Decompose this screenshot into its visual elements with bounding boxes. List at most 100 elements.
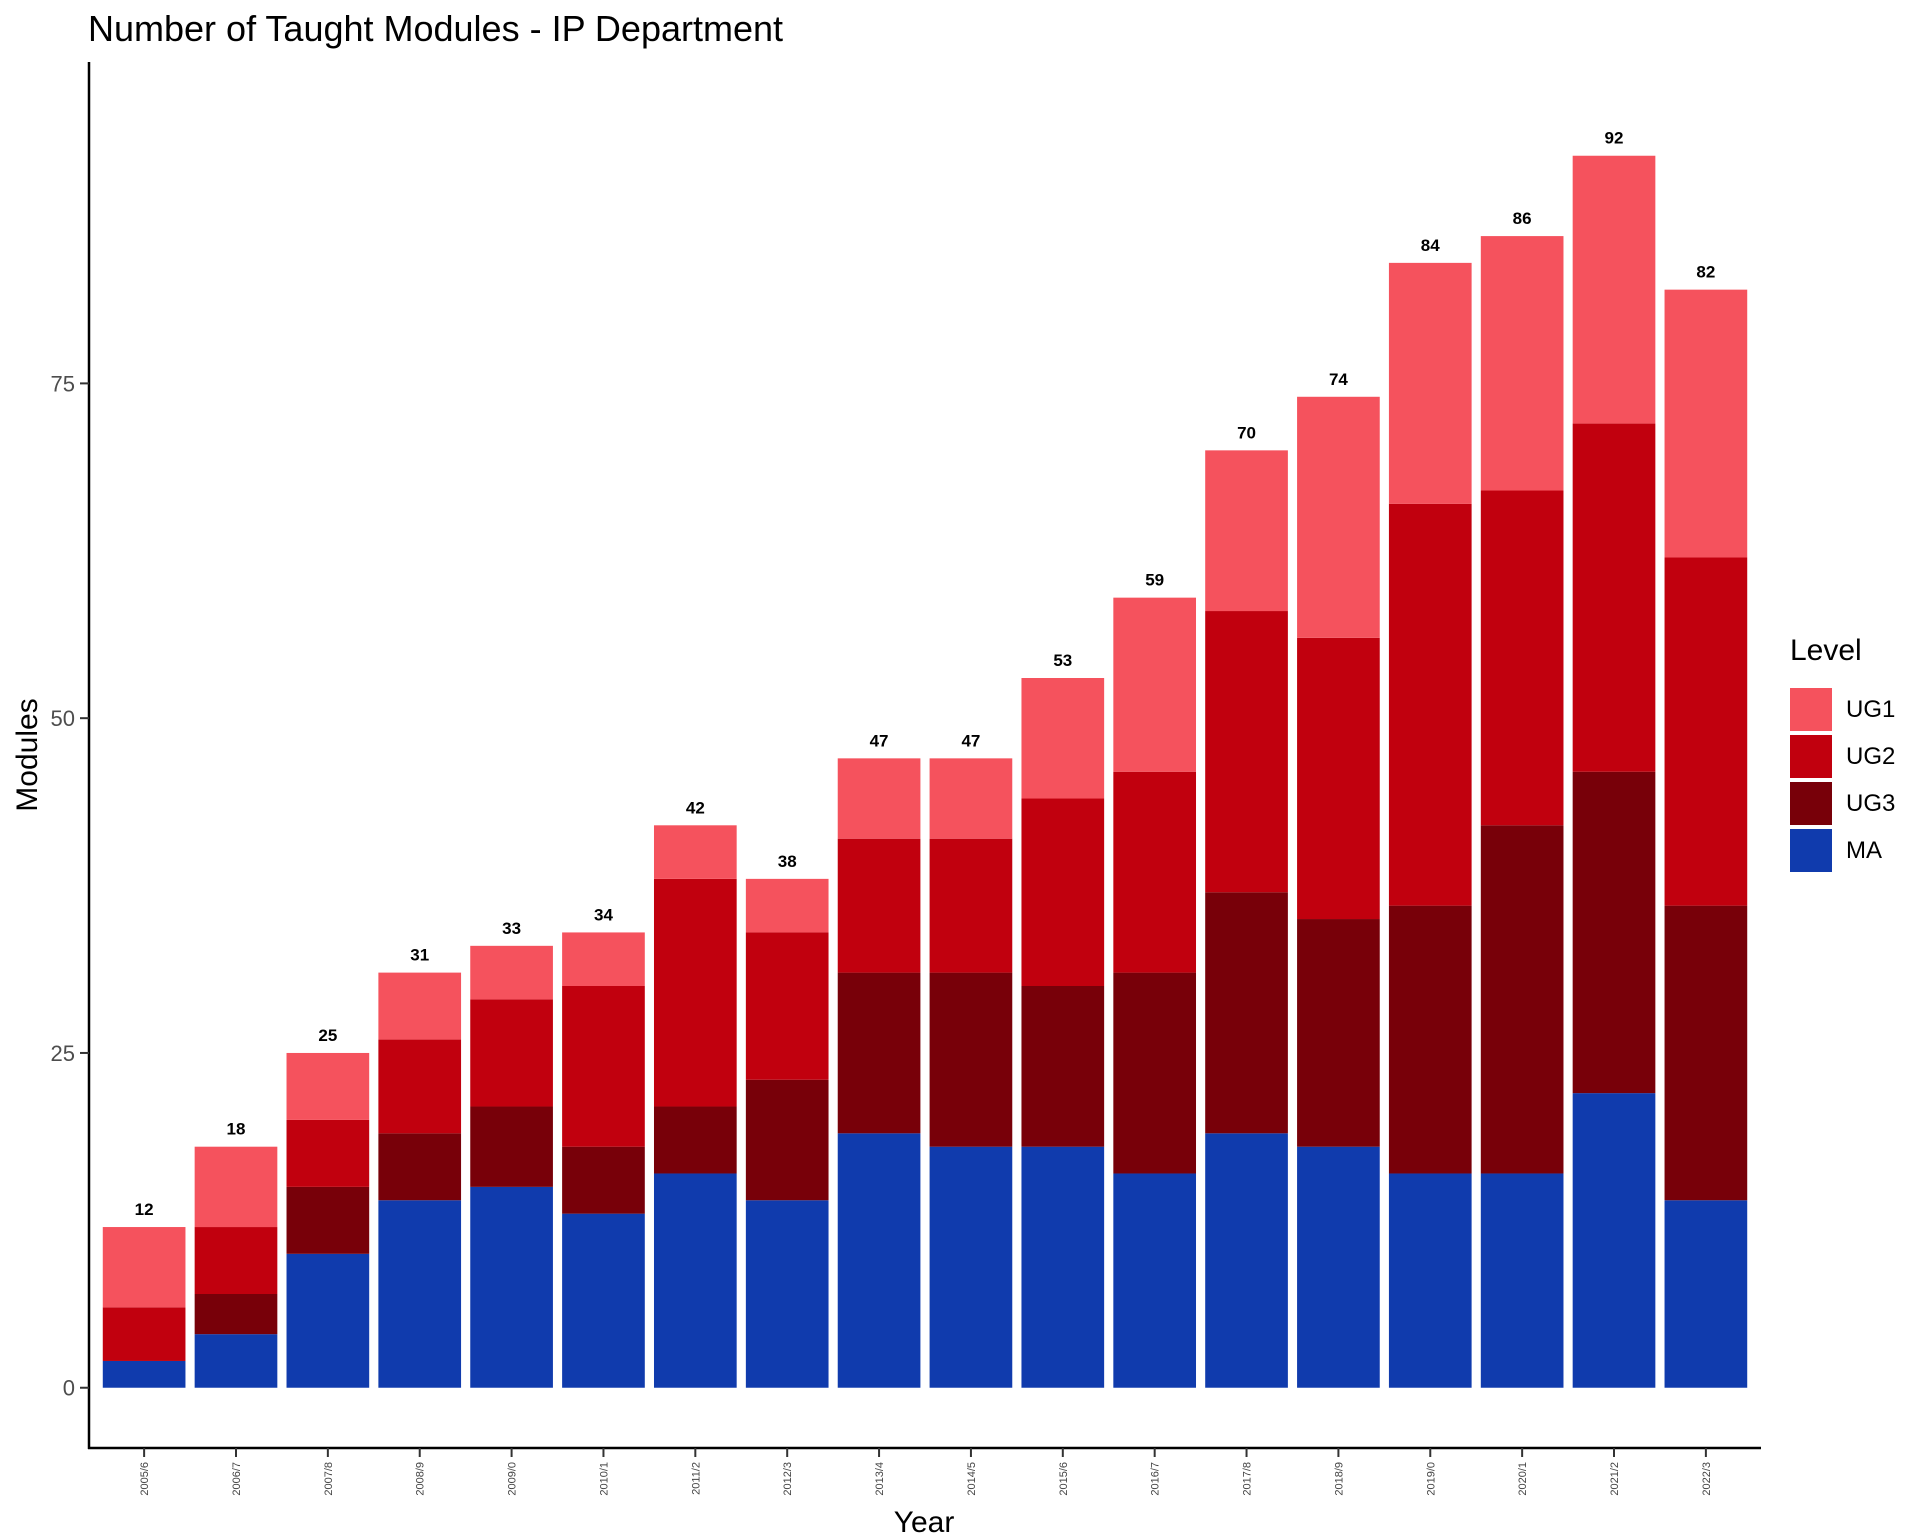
bar-ma-9: [929, 1146, 1013, 1388]
bar-ug3-11: [1113, 972, 1197, 1174]
bar-ug1-5: [562, 932, 645, 986]
bar-ug3-8: [837, 972, 921, 1134]
total-label: 33: [502, 919, 521, 938]
bar-ug1-13: [1297, 396, 1380, 638]
bar-ug1-12: [1205, 450, 1288, 612]
bar-ug1-15: [1480, 236, 1564, 491]
bar-ug2-9: [929, 838, 1013, 973]
total-label: 84: [1421, 236, 1440, 255]
total-label: 47: [870, 731, 889, 750]
legend-item-ug1: UG1: [1790, 686, 1895, 733]
total-label: 31: [410, 946, 429, 965]
bar-ug2-3: [378, 1039, 462, 1134]
x-tick-label: 2014/5: [966, 1462, 978, 1496]
bars-group: [102, 155, 1748, 1388]
total-label: 70: [1237, 423, 1256, 442]
bar-ug2-15: [1480, 490, 1564, 826]
bar-ug2-0: [102, 1307, 186, 1361]
legend-swatch: [1790, 829, 1832, 872]
total-label: 92: [1605, 129, 1624, 148]
bar-ug2-13: [1297, 637, 1380, 920]
bar-ma-0: [102, 1360, 186, 1388]
bar-ug3-10: [1021, 986, 1105, 1147]
x-tick-label: 2009/0: [507, 1462, 519, 1496]
bar-ug3-2: [286, 1186, 370, 1254]
bar-ug2-14: [1388, 503, 1472, 906]
bar-ma-7: [745, 1200, 829, 1388]
x-tick-label: 2016/7: [1150, 1462, 1162, 1496]
legend-label: UG3: [1846, 789, 1896, 817]
bar-ug2-5: [562, 986, 645, 1147]
bar-ug3-6: [653, 1106, 737, 1174]
x-tick-label: 2022/3: [1701, 1462, 1713, 1496]
bar-ma-3: [378, 1200, 462, 1388]
bar-ug3-13: [1297, 919, 1380, 1147]
bar-ug2-17: [1664, 557, 1748, 906]
bar-ma-4: [470, 1186, 553, 1388]
legend-swatch: [1790, 688, 1832, 731]
bar-ug3-3: [378, 1133, 462, 1201]
total-label: 86: [1513, 209, 1532, 228]
bar-ug1-2: [286, 1052, 370, 1120]
legend-item-ug2: UG2: [1790, 733, 1895, 780]
bar-ug3-12: [1205, 892, 1288, 1134]
bar-ug2-6: [653, 878, 737, 1107]
total-label: 42: [686, 798, 705, 817]
bar-ma-5: [562, 1213, 645, 1388]
x-tick-label: 2010/1: [598, 1462, 610, 1496]
legend-swatch: [1790, 782, 1832, 825]
bar-ma-2: [286, 1253, 370, 1388]
total-label: 53: [1053, 651, 1072, 670]
x-tick-label: 2012/3: [782, 1462, 794, 1496]
bar-ma-13: [1297, 1146, 1380, 1388]
legend-title: Level: [1790, 634, 1862, 667]
bar-ma-6: [653, 1173, 737, 1388]
total-label: 34: [594, 905, 613, 924]
bar-ma-1: [194, 1334, 278, 1388]
x-tick-label: 2013/4: [874, 1462, 886, 1496]
y-tick-label: 50: [51, 706, 75, 731]
bar-ug3-14: [1388, 905, 1472, 1174]
x-tick-label: 2008/9: [415, 1462, 427, 1496]
x-tick-label: 2017/8: [1242, 1462, 1254, 1496]
y-axis-title: Modules: [11, 698, 44, 811]
bar-ug1-0: [102, 1227, 186, 1308]
bar-ug2-16: [1572, 423, 1656, 772]
y-tick-label: 25: [51, 1041, 75, 1066]
bar-ug1-17: [1664, 289, 1748, 558]
bar-ug2-4: [470, 999, 553, 1107]
legend-label: MA: [1846, 836, 1882, 864]
legend-label: UG2: [1846, 742, 1896, 770]
x-tick-label: 2006/7: [231, 1462, 243, 1496]
bar-ug3-4: [470, 1106, 553, 1187]
bar-ug1-16: [1572, 155, 1656, 424]
bar-ug2-11: [1113, 771, 1197, 973]
total-labels-group: 12 18 25 31 33 34 42 38 47 47 53 59 70 74 84 86 92 82: [135, 129, 1716, 1219]
x-tick-label: 2011/2: [690, 1462, 702, 1495]
bar-ug1-3: [378, 972, 462, 1040]
total-label: 74: [1329, 370, 1348, 389]
bar-ma-10: [1021, 1146, 1105, 1388]
bar-ug2-12: [1205, 611, 1288, 893]
chart-title: Number of Taught Modules - IP Department: [88, 8, 784, 49]
x-axis-title: Year: [894, 1506, 955, 1536]
y-ticks-group: 0 25 50 75: [51, 371, 89, 1401]
bar-ug1-11: [1113, 597, 1197, 772]
bar-ug1-4: [470, 945, 553, 1000]
bar-ma-12: [1205, 1133, 1288, 1388]
bar-ma-11: [1113, 1173, 1197, 1388]
y-tick-label: 0: [63, 1376, 75, 1401]
bar-ug3-15: [1480, 825, 1564, 1174]
total-label: 12: [135, 1200, 154, 1219]
total-label: 47: [961, 731, 980, 750]
total-label: 59: [1145, 571, 1164, 590]
legend-swatch: [1790, 735, 1832, 778]
bar-ug2-10: [1021, 798, 1105, 986]
bar-ug3-1: [194, 1294, 278, 1335]
x-tick-label: 2019/0: [1425, 1462, 1437, 1496]
total-label: 82: [1696, 263, 1715, 282]
bar-ug1-8: [837, 758, 921, 839]
legend-item-ma: MA: [1790, 827, 1895, 874]
bar-ug1-1: [194, 1146, 278, 1228]
bar-ug1-10: [1021, 678, 1105, 799]
